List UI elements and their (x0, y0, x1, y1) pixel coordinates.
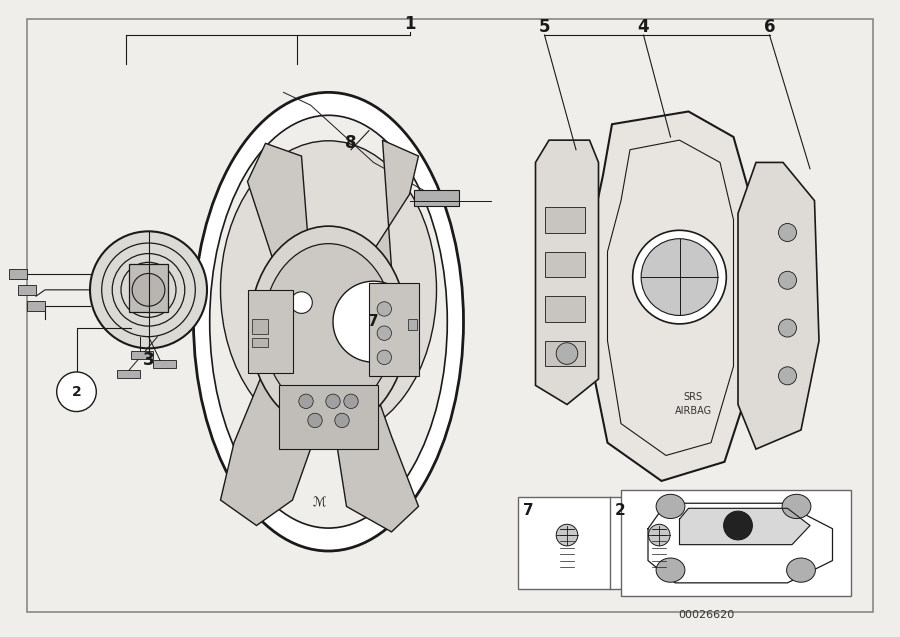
Bar (544, 252, 585, 277)
Circle shape (556, 524, 578, 546)
Bar (117, 370, 140, 378)
Ellipse shape (264, 244, 394, 413)
Bar (9, 269, 27, 279)
Circle shape (778, 319, 796, 337)
Circle shape (291, 292, 312, 313)
Circle shape (57, 372, 96, 412)
Circle shape (377, 350, 392, 364)
Bar (621, 490, 850, 596)
Circle shape (308, 413, 322, 427)
Text: 2: 2 (616, 503, 625, 519)
Circle shape (778, 224, 796, 241)
Text: 7: 7 (523, 503, 534, 519)
Circle shape (326, 394, 340, 408)
Circle shape (648, 524, 670, 546)
Text: SRS
AIRBAG: SRS AIRBAG (674, 392, 712, 417)
Bar (27, 301, 45, 311)
Circle shape (633, 231, 726, 324)
Bar (414, 190, 459, 206)
Text: 4: 4 (638, 18, 649, 36)
Circle shape (377, 326, 392, 340)
Polygon shape (536, 140, 598, 404)
Ellipse shape (220, 141, 436, 439)
Circle shape (778, 367, 796, 385)
Ellipse shape (787, 558, 815, 582)
Bar (544, 296, 585, 322)
Ellipse shape (210, 115, 447, 528)
Bar (248, 290, 292, 373)
Bar (252, 318, 268, 334)
Text: 3: 3 (143, 351, 154, 369)
Circle shape (299, 394, 313, 408)
Text: 5: 5 (539, 18, 550, 36)
Circle shape (778, 271, 796, 289)
Circle shape (641, 239, 718, 315)
Polygon shape (248, 143, 310, 271)
Text: 8: 8 (346, 134, 356, 152)
Bar (252, 338, 268, 347)
Text: 2: 2 (72, 385, 81, 399)
Ellipse shape (656, 558, 685, 582)
Polygon shape (680, 508, 810, 545)
Ellipse shape (250, 226, 408, 430)
Polygon shape (738, 162, 819, 449)
Circle shape (724, 511, 752, 540)
Bar (369, 283, 419, 376)
Bar (129, 264, 168, 312)
Ellipse shape (782, 494, 811, 519)
Circle shape (90, 231, 207, 348)
Circle shape (335, 413, 349, 427)
Text: 00026620: 00026620 (679, 610, 734, 620)
Bar (408, 318, 417, 330)
Bar (544, 341, 585, 366)
Bar (544, 207, 585, 233)
Bar (153, 361, 176, 368)
Circle shape (556, 343, 578, 364)
Polygon shape (338, 360, 418, 532)
Text: ℳ: ℳ (313, 497, 326, 510)
Text: 7: 7 (368, 314, 379, 329)
Circle shape (344, 394, 358, 408)
Polygon shape (364, 140, 418, 268)
Ellipse shape (656, 494, 685, 519)
Polygon shape (590, 111, 752, 481)
Bar (279, 385, 378, 449)
Circle shape (132, 273, 165, 306)
Bar (130, 351, 153, 359)
Circle shape (377, 302, 392, 316)
Circle shape (333, 281, 414, 362)
Bar (18, 285, 36, 295)
Bar (518, 497, 702, 589)
Ellipse shape (194, 92, 464, 551)
Text: 1: 1 (404, 15, 415, 33)
Polygon shape (220, 366, 310, 526)
Text: 6: 6 (764, 18, 775, 36)
